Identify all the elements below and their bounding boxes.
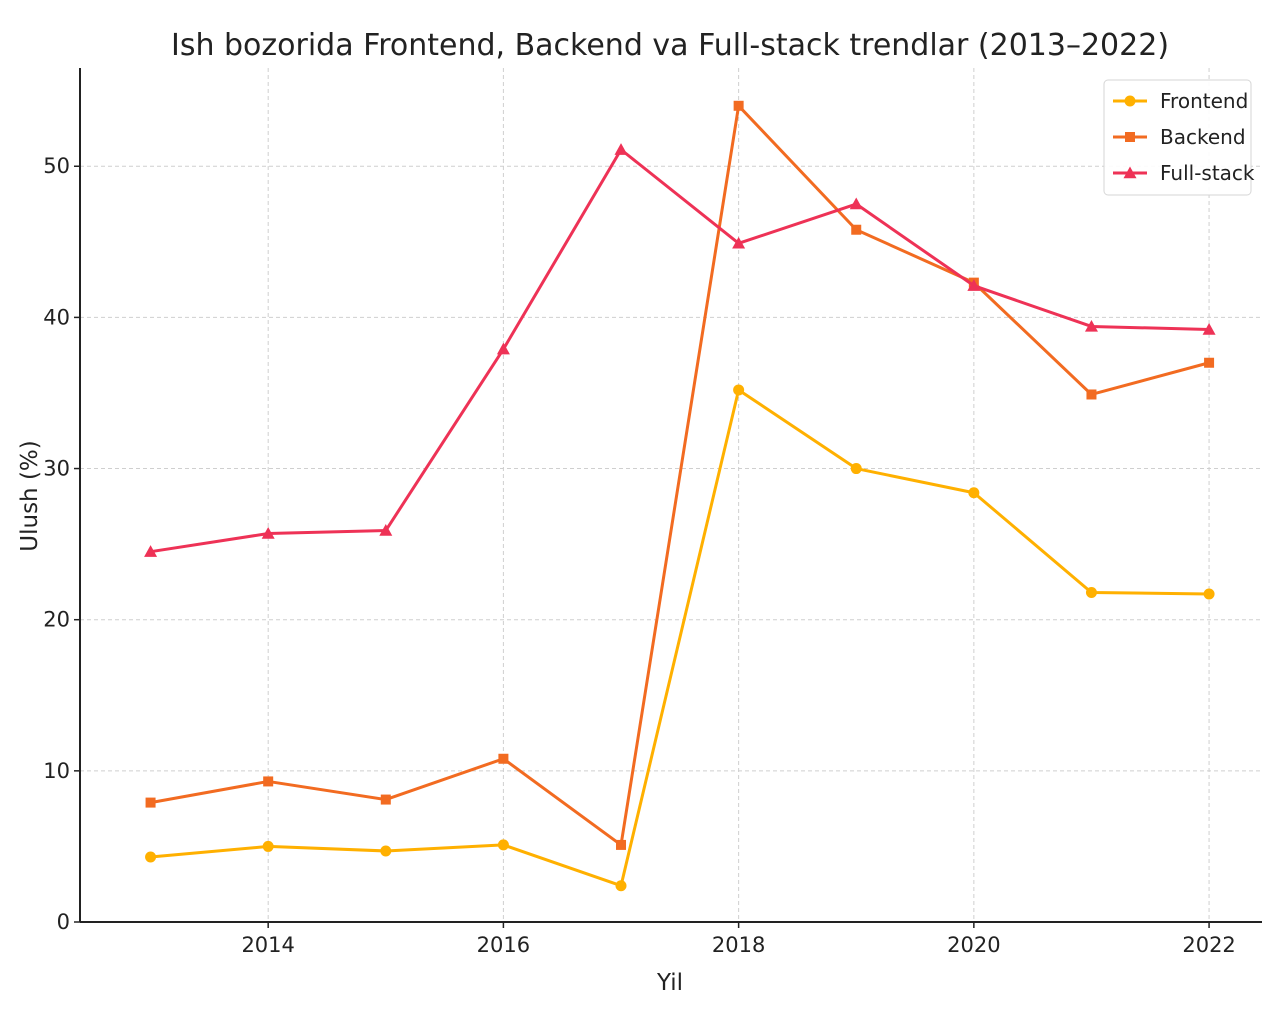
data-point-full-stack	[967, 279, 981, 291]
series-line-frontend	[149, 388, 1211, 888]
data-point-full-stack	[1202, 322, 1216, 335]
series-line-backend	[149, 104, 1211, 847]
data-point-full-stack	[144, 545, 158, 557]
data-point-frontend	[850, 463, 862, 475]
data-point-full-stack	[614, 143, 628, 155]
x-axis-ticks: 2014 2016 2018 2020 2022	[241, 922, 1236, 957]
data-point-full-stack	[379, 524, 393, 536]
series-frontend	[145, 384, 1215, 892]
y-axis-ticks: 0 10 20 30 40 50	[43, 154, 80, 934]
x-tick-label: 2022	[1182, 933, 1235, 957]
data-point-backend	[1204, 357, 1215, 368]
data-point-backend	[498, 753, 509, 764]
legend-item-backend: Backend	[1113, 125, 1246, 149]
legend-marker	[1123, 166, 1137, 179]
data-point-frontend	[1203, 588, 1215, 600]
data-point-backend	[733, 100, 744, 111]
data-point-full-stack	[732, 236, 746, 249]
x-axis-label: Yil	[656, 970, 683, 996]
data-point-backend	[145, 797, 156, 808]
chart-title: Ish bozorida Frontend, Backend va Full-s…	[171, 28, 1169, 63]
legend-marker	[1125, 132, 1135, 142]
y-tick-label: 10	[43, 759, 70, 783]
y-axis-label: Ulush (%)	[17, 440, 43, 551]
y-tick-label: 30	[43, 457, 70, 481]
y-tick-label: 50	[43, 154, 70, 178]
data-point-frontend	[968, 487, 980, 499]
x-tick-label: 2020	[947, 933, 1000, 957]
data-point-backend	[380, 794, 391, 805]
y-tick-label: 40	[43, 305, 70, 329]
legend: Frontend Backend Full-stack	[1103, 79, 1255, 196]
data-point-frontend	[380, 845, 392, 857]
legend-item-frontend: Frontend	[1113, 89, 1248, 113]
legend-box	[1103, 79, 1252, 196]
series-full-stack	[144, 143, 1216, 557]
data-point-backend	[263, 776, 274, 787]
legend-label: Backend	[1160, 125, 1246, 149]
legend-item-full-stack: Full-stack	[1113, 161, 1255, 185]
y-tick-label: 20	[43, 608, 70, 632]
series-backend	[145, 100, 1215, 850]
legend-label: Frontend	[1160, 89, 1248, 113]
data-point-backend	[1086, 389, 1097, 400]
x-tick-label: 2014	[241, 933, 294, 957]
legend-label: Full-stack	[1160, 161, 1255, 185]
data-point-full-stack	[1084, 319, 1098, 332]
data-point-frontend	[615, 880, 627, 892]
data-point-frontend	[497, 839, 509, 851]
data-point-backend	[616, 839, 627, 850]
data-point-frontend	[1085, 586, 1097, 598]
series-line-full-stack	[149, 148, 1211, 554]
data-point-frontend	[733, 384, 745, 396]
gridlines	[80, 68, 1262, 922]
data-point-backend	[851, 224, 862, 235]
data-point-full-stack	[849, 197, 863, 210]
data-point-frontend	[145, 851, 157, 863]
series-layer	[144, 100, 1216, 892]
data-point-full-stack	[496, 342, 510, 355]
y-tick-label: 0	[57, 910, 70, 934]
data-point-frontend	[262, 840, 274, 852]
x-tick-label: 2016	[477, 933, 530, 957]
data-point-full-stack	[261, 527, 275, 539]
x-tick-label: 2018	[712, 933, 765, 957]
legend-marker	[1124, 95, 1136, 107]
